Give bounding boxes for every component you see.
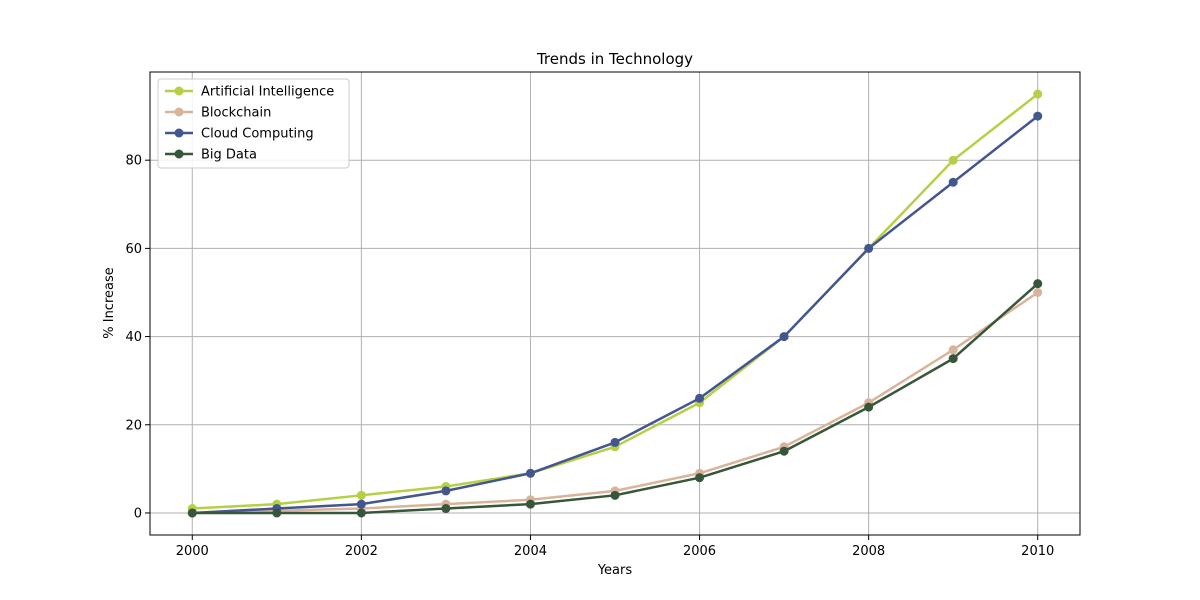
data-point-big-data [1033, 279, 1043, 289]
data-point-cloud-computing [525, 468, 535, 478]
y-tick-label: 0 [134, 506, 142, 521]
data-point-big-data [864, 402, 874, 412]
data-point-big-data [610, 490, 620, 500]
y-tick-label: 40 [125, 330, 142, 345]
data-point-artificial-intelligence [948, 155, 958, 165]
plot-frame [149, 71, 1081, 536]
legend-label: Big Data [201, 148, 257, 163]
legend-marker [174, 107, 184, 117]
data-point-blockchain [1033, 287, 1043, 297]
series-group [187, 89, 1043, 518]
legend-item-artificial-intelligence: Artificial Intelligence [165, 85, 334, 100]
data-point-big-data [948, 354, 958, 364]
data-point-big-data [525, 499, 535, 509]
data-point-big-data [356, 508, 366, 518]
legend-marker [174, 128, 184, 138]
y-tick-label: 80 [125, 154, 142, 169]
data-point-cloud-computing [779, 332, 789, 342]
data-point-cloud-computing [695, 393, 705, 403]
chart-title: Trends in Technology [536, 50, 693, 68]
legend-item-blockchain: Blockchain [165, 106, 271, 121]
legend-label: Cloud Computing [201, 127, 314, 142]
series-blockchain [187, 287, 1043, 518]
legend-marker [174, 149, 184, 159]
data-point-cloud-computing [356, 499, 366, 509]
y-tick-label: 60 [125, 242, 142, 257]
x-tick-label: 2010 [1021, 544, 1054, 559]
series-big-data [187, 279, 1043, 518]
x-axis-label: Years [597, 563, 633, 578]
y-tick-label: 20 [125, 418, 142, 433]
legend-label: Artificial Intelligence [201, 85, 334, 100]
series-line-big-data [192, 282, 1039, 515]
data-point-big-data [187, 508, 197, 518]
data-point-big-data [695, 473, 705, 483]
data-point-blockchain [948, 345, 958, 355]
data-point-big-data [779, 446, 789, 456]
data-point-artificial-intelligence [356, 490, 366, 500]
x-tick-label: 2000 [176, 544, 209, 559]
data-point-cloud-computing [610, 437, 620, 447]
y-axis-label: % Increase [102, 267, 117, 339]
data-point-big-data [272, 508, 282, 518]
data-point-cloud-computing [1033, 111, 1043, 121]
data-point-cloud-computing [948, 177, 958, 187]
legend-label: Blockchain [201, 106, 271, 121]
legend-marker [174, 86, 184, 96]
x-tick-label: 2004 [514, 544, 547, 559]
data-point-cloud-computing [441, 486, 451, 496]
series-line-blockchain [192, 291, 1039, 515]
legend-item-big-data: Big Data [165, 148, 257, 163]
data-point-cloud-computing [864, 243, 874, 253]
legend-box [157, 78, 350, 169]
axis-ticks: 2000 2002 2004 2006 2008 2010 0 20 40 60 80 [125, 154, 1054, 559]
legend: Artificial Intelligence Blockchain Cloud C… [157, 78, 350, 169]
legend-item-cloud-computing: Cloud Computing [165, 127, 314, 142]
x-tick-label: 2006 [683, 544, 716, 559]
x-tick-label: 2002 [345, 544, 378, 559]
x-tick-label: 2008 [852, 544, 885, 559]
series-line-cloud-computing [192, 115, 1039, 515]
series-cloud-computing [187, 111, 1043, 518]
data-point-artificial-intelligence [1033, 89, 1043, 99]
data-point-big-data [441, 504, 451, 514]
